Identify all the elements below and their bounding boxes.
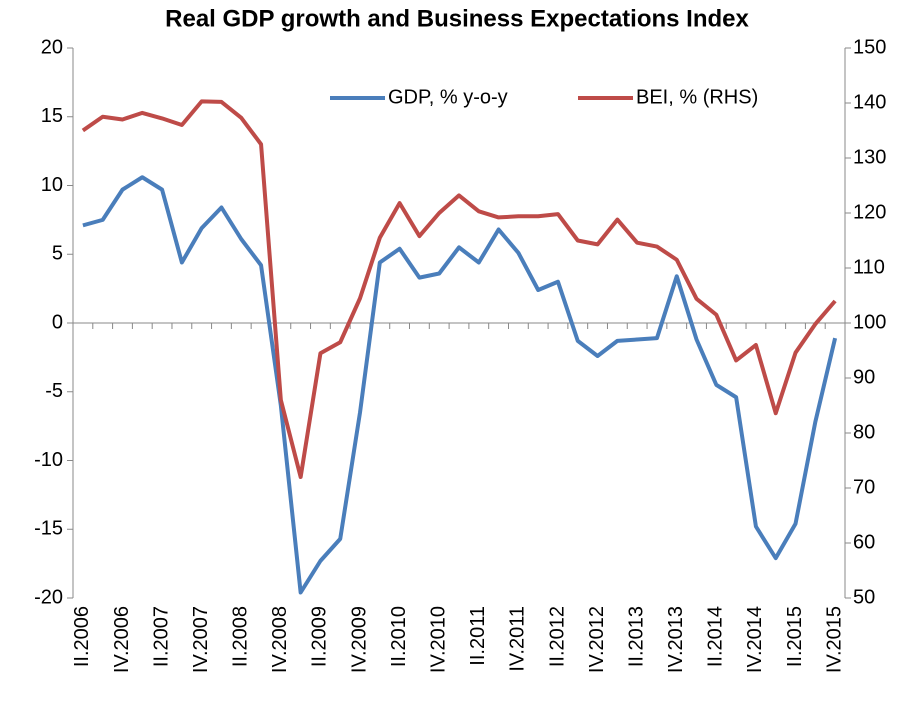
chart-title: Real GDP growth and Business Expectation… xyxy=(165,5,749,32)
y-tick-label: 0 xyxy=(52,311,63,333)
x-tick-label: IV.2007 xyxy=(190,606,212,673)
y2-tick-label: 90 xyxy=(853,366,875,388)
x-tick-label: II.2011 xyxy=(467,606,489,666)
y2-tick-label: 80 xyxy=(853,421,875,443)
series-line xyxy=(81,99,837,479)
y-tick-label: 20 xyxy=(41,36,63,58)
y2-tick-label: 70 xyxy=(853,476,875,498)
y-tick-label: -20 xyxy=(34,586,63,608)
x-tick-label: II.2013 xyxy=(625,606,647,667)
legend-label: BEI, % (RHS) xyxy=(636,86,758,108)
x-tick-label: II.2012 xyxy=(546,606,568,667)
x-tick-label: II.2010 xyxy=(388,606,410,667)
y-tick-label: -15 xyxy=(34,518,63,540)
x-tick-label: II.2008 xyxy=(230,606,252,667)
x-tick-label: II.2007 xyxy=(150,606,172,667)
x-tick-label: IV.2013 xyxy=(665,606,687,673)
series-line xyxy=(82,175,838,595)
y-tick-label: -10 xyxy=(34,449,63,471)
y-tick-label: 10 xyxy=(41,174,63,196)
y2-tick-label: 150 xyxy=(853,36,886,58)
x-tick-label: IV.2010 xyxy=(427,606,449,673)
x-tick-label: IV.2008 xyxy=(269,606,291,673)
x-tick-label: IV.2015 xyxy=(823,606,845,673)
y2-tick-label: 100 xyxy=(853,311,886,333)
x-tick-label: IV.2011 xyxy=(507,606,529,672)
y2-tick-label: 140 xyxy=(853,91,886,113)
x-tick-label: IV.2006 xyxy=(111,606,133,673)
y2-tick-label: 110 xyxy=(853,256,885,278)
y-tick-label: -5 xyxy=(45,380,63,402)
y-tick-label: 5 xyxy=(52,243,63,265)
x-tick-label: II.2006 xyxy=(71,606,93,667)
legend-label: GDP, % y-o-y xyxy=(388,86,508,108)
y2-tick-label: 60 xyxy=(853,531,875,553)
x-tick-label: IV.2014 xyxy=(744,606,766,673)
y2-tick-label: 50 xyxy=(853,586,875,608)
y-tick-label: 15 xyxy=(41,105,63,127)
y2-tick-label: 120 xyxy=(853,201,886,223)
y2-tick-label: 130 xyxy=(853,146,886,168)
x-tick-label: II.2015 xyxy=(784,606,806,667)
x-tick-label: II.2014 xyxy=(705,606,727,667)
x-tick-label: IV.2012 xyxy=(586,606,608,673)
x-tick-label: IV.2009 xyxy=(348,606,370,673)
x-tick-label: II.2009 xyxy=(309,606,331,667)
